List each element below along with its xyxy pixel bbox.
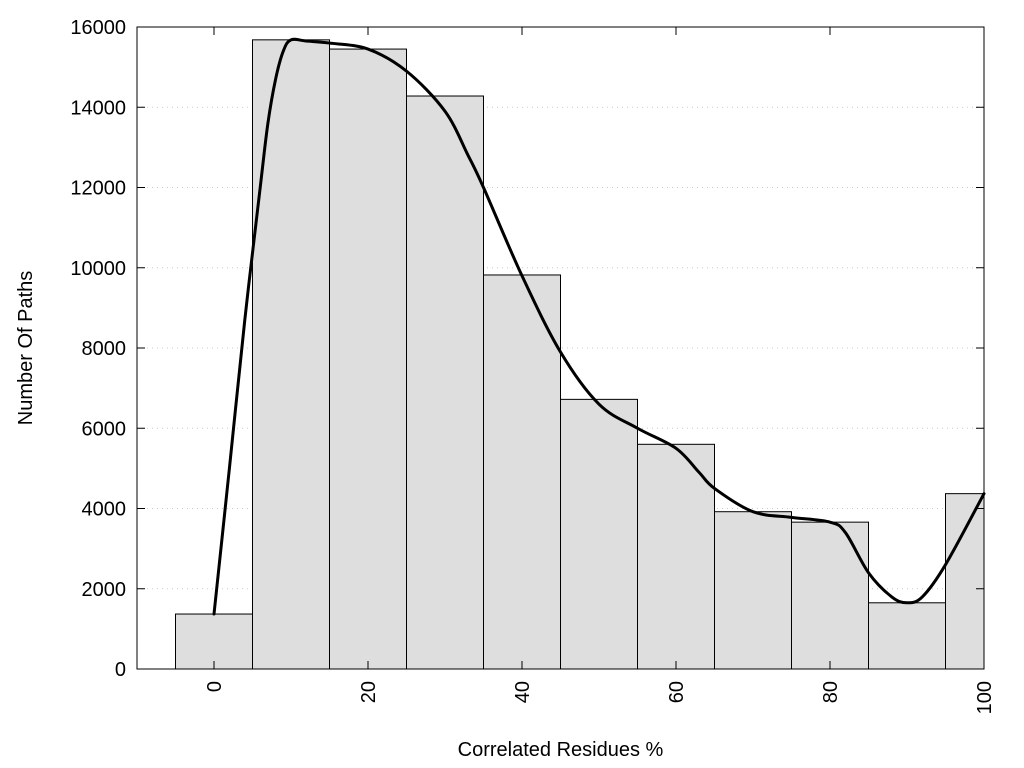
x-tick-label: 60	[666, 681, 688, 703]
bar	[406, 95, 484, 670]
x-tick-label: 40	[512, 681, 534, 703]
bar	[791, 521, 869, 670]
y-tick-label: 10000	[70, 258, 126, 280]
y-tick-label: 16000	[70, 17, 126, 39]
y-tick-label: 0	[115, 659, 126, 681]
bar	[252, 39, 330, 670]
bars	[175, 39, 985, 670]
y-tick-label: 6000	[82, 418, 127, 440]
x-tick-label: 20	[358, 681, 380, 703]
x-tick-label: 0	[204, 681, 226, 692]
x-tick-label: 80	[820, 681, 842, 703]
y-axis-label: Number Of Paths	[15, 271, 37, 426]
y-tick-label: 4000	[82, 499, 127, 521]
bar	[945, 493, 985, 670]
bar	[560, 398, 638, 670]
y-tick-label: 8000	[82, 338, 127, 360]
y-tick-label: 14000	[70, 97, 126, 119]
axis-ticks: 0 2000 4000 6000 8000 10000 12000 14000 16000 0 20…	[70, 17, 996, 714]
bar	[483, 274, 561, 670]
y-tick-label: 2000	[82, 579, 127, 601]
y-tick-label: 12000	[70, 178, 126, 200]
bar	[868, 602, 946, 670]
x-tick-label: 100	[974, 681, 996, 714]
bar	[714, 511, 792, 670]
x-axis-label: Correlated Residues %	[458, 739, 664, 761]
bar	[329, 48, 407, 670]
bar	[175, 613, 253, 670]
smooth-curve	[212, 37, 986, 616]
